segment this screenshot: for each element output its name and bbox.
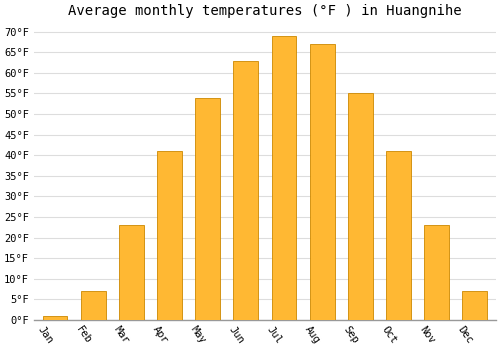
Bar: [81, 291, 106, 320]
Bar: [234, 61, 258, 320]
Bar: [119, 225, 144, 320]
Title: Average monthly temperatures (°F ) in Huangnihe: Average monthly temperatures (°F ) in Hu…: [68, 4, 462, 18]
Bar: [348, 93, 372, 320]
Bar: [42, 316, 68, 320]
Bar: [462, 291, 487, 320]
Bar: [157, 151, 182, 320]
Bar: [310, 44, 334, 320]
Bar: [272, 36, 296, 320]
Bar: [386, 151, 411, 320]
Bar: [196, 98, 220, 320]
Bar: [424, 225, 449, 320]
